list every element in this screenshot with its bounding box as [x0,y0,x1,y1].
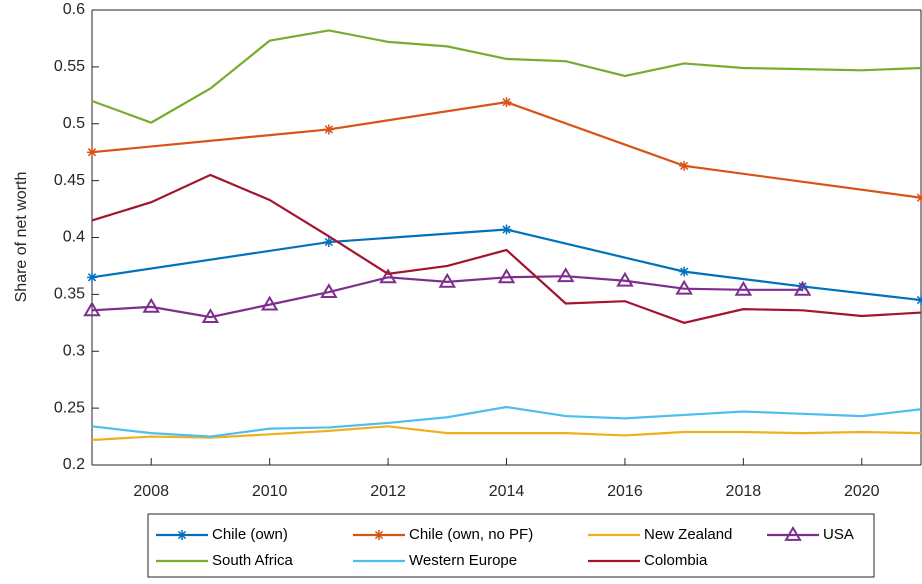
data-point [142,297,160,313]
data-point [320,283,338,298]
x-tick-label: 2020 [844,483,880,500]
data-point [438,272,457,288]
series-line [91,425,922,442]
data-point [87,272,97,283]
legend-label: Western Europe [409,552,517,569]
data-point [323,237,334,248]
data-point [83,301,101,317]
y-tick-label: 0.55 [54,58,85,75]
y-tick-label: 0.25 [54,399,85,416]
data-point [675,279,693,295]
legend-label: South Africa [212,552,294,569]
legend-label: USA [823,526,854,543]
y-tick-label: 0.6 [63,1,85,18]
series-line [91,173,922,324]
legend-label: Chile (own) [212,526,288,543]
y-axis-label: Share of net worth [13,172,30,303]
data-point [916,295,922,306]
data-point [556,267,575,283]
data-point [497,268,516,284]
data-point [679,266,690,277]
data-point [734,280,753,296]
series-line [91,405,922,438]
series-line [91,228,922,302]
data-point [379,268,397,284]
legend-box [147,513,875,578]
series-line [91,275,803,319]
y-tick-label: 0.35 [54,286,85,303]
series-line [91,29,922,124]
y-tick-label: 0.2 [63,456,85,473]
legend-label: New Zealand [644,526,732,543]
legend-label: Colombia [644,552,708,569]
data-point [501,224,512,235]
data-point [916,192,922,203]
data-point [87,147,97,158]
legend-marker [374,530,384,540]
y-tick-label: 0.45 [54,172,85,189]
legend-label: Chile (own, no PF) [409,526,533,543]
y-tick-label: 0.4 [63,229,85,246]
x-tick-label: 2012 [370,483,406,500]
data-point [201,308,220,324]
data-point [797,281,808,292]
data-point [679,160,690,171]
x-tick-label: 2010 [252,483,288,500]
x-tick-label: 2014 [489,483,525,500]
legend-marker [177,530,187,540]
data-point [616,271,634,287]
x-tick-label: 2018 [726,483,762,500]
data-point [793,280,812,296]
legend-marker [784,526,802,541]
data-point [323,124,334,135]
data-point [260,295,279,311]
x-tick-label: 2016 [607,483,643,500]
data-point [501,97,512,108]
x-tick-label: 2008 [133,483,169,500]
y-tick-label: 0.5 [63,115,85,132]
y-tick-label: 0.3 [63,342,85,359]
